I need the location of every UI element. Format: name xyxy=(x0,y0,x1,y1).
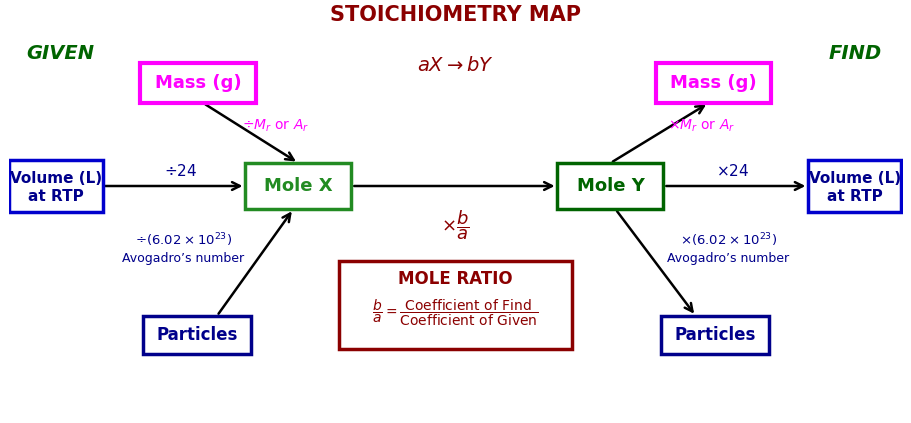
Text: Mole X: Mole X xyxy=(264,177,333,195)
Text: $\div 24$: $\div 24$ xyxy=(164,163,198,179)
Text: $\div M_r$ or $A_r$: $\div M_r$ or $A_r$ xyxy=(242,118,310,134)
FancyBboxPatch shape xyxy=(140,63,256,103)
Text: MOLE RATIO: MOLE RATIO xyxy=(398,270,513,288)
Text: Mole Y: Mole Y xyxy=(577,177,644,195)
Text: at RTP: at RTP xyxy=(827,189,883,203)
FancyBboxPatch shape xyxy=(808,160,902,212)
Text: $\div (6.02 \times 10^{23})$: $\div (6.02 \times 10^{23})$ xyxy=(135,231,232,249)
Text: $\times 24$: $\times 24$ xyxy=(715,163,749,179)
Text: GIVEN: GIVEN xyxy=(26,44,94,63)
Text: FIND: FIND xyxy=(828,44,882,63)
FancyBboxPatch shape xyxy=(558,163,663,209)
Text: Particles: Particles xyxy=(157,326,238,344)
Text: Volume (L): Volume (L) xyxy=(809,170,901,186)
FancyBboxPatch shape xyxy=(661,316,770,354)
Text: $\times M_r$ or $A_r$: $\times M_r$ or $A_r$ xyxy=(669,118,735,134)
FancyBboxPatch shape xyxy=(245,163,352,209)
Text: $\times \dfrac{b}{a}$: $\times \dfrac{b}{a}$ xyxy=(441,208,470,242)
Text: $\times (6.02 \times 10^{23})$: $\times (6.02 \times 10^{23})$ xyxy=(680,231,777,249)
Text: Avogadro’s number: Avogadro’s number xyxy=(667,252,789,264)
Text: $\dfrac{b}{a} = \dfrac{\mathrm{Coefficient\ of\ Find}}{\mathrm{Coefficient\ of\ : $\dfrac{b}{a} = \dfrac{\mathrm{Coefficie… xyxy=(372,298,538,328)
FancyBboxPatch shape xyxy=(143,316,251,354)
Text: $aX \rightarrow bY$: $aX \rightarrow bY$ xyxy=(417,55,494,74)
FancyBboxPatch shape xyxy=(9,160,103,212)
Text: Volume (L): Volume (L) xyxy=(10,170,102,186)
Text: at RTP: at RTP xyxy=(28,189,84,203)
Text: Mass (g): Mass (g) xyxy=(670,74,757,92)
Text: Mass (g): Mass (g) xyxy=(155,74,241,92)
Text: STOICHIOMETRY MAP: STOICHIOMETRY MAP xyxy=(330,5,581,25)
FancyBboxPatch shape xyxy=(339,261,572,349)
Text: Particles: Particles xyxy=(675,326,756,344)
Text: Avogadro’s number: Avogadro’s number xyxy=(122,252,245,264)
FancyBboxPatch shape xyxy=(656,63,772,103)
